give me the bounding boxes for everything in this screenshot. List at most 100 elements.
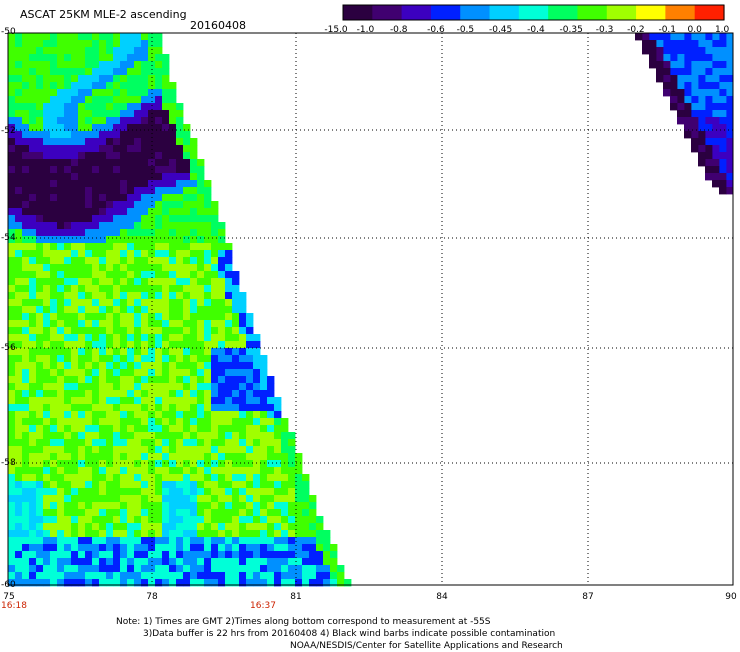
swath-cell bbox=[92, 488, 100, 496]
swath-cell bbox=[71, 460, 79, 468]
swath-cell bbox=[57, 229, 65, 237]
swath-cell bbox=[85, 54, 93, 62]
swath-cell bbox=[169, 117, 177, 125]
swath-cell bbox=[656, 75, 664, 83]
swath-cell bbox=[36, 523, 44, 531]
swath-cell bbox=[302, 572, 310, 580]
swath-cell bbox=[190, 299, 198, 307]
swath-cell bbox=[232, 355, 240, 363]
swath-cell bbox=[218, 474, 226, 482]
swath-cell bbox=[71, 488, 79, 496]
swath-cell bbox=[183, 208, 191, 216]
swath-cell bbox=[211, 285, 219, 293]
swath-cell bbox=[15, 327, 23, 335]
swath-cell bbox=[50, 355, 58, 363]
swath-cell bbox=[176, 467, 184, 475]
swath-cell bbox=[36, 264, 44, 272]
swath-cell bbox=[204, 502, 212, 510]
swath-cell bbox=[71, 117, 79, 125]
swath-cell bbox=[43, 89, 51, 97]
swath-cell bbox=[22, 47, 30, 55]
swath-cell bbox=[169, 537, 177, 545]
swath-cell bbox=[113, 68, 121, 76]
swath-cell bbox=[85, 488, 93, 496]
swath-cell bbox=[204, 425, 212, 433]
swath-cell bbox=[218, 264, 226, 272]
swath-cell bbox=[141, 271, 149, 279]
swath-cell bbox=[239, 481, 247, 489]
swath-cell bbox=[78, 390, 86, 398]
swath-cell bbox=[64, 320, 72, 328]
swath-cell bbox=[15, 348, 23, 356]
swath-cell bbox=[148, 313, 156, 321]
lat-lon-grid bbox=[8, 33, 733, 585]
swath-cell bbox=[698, 138, 706, 146]
swath-cell bbox=[8, 397, 16, 405]
swath-cell bbox=[253, 572, 261, 580]
swath-cell bbox=[183, 495, 191, 503]
swath-cell bbox=[719, 82, 727, 90]
swath-cell bbox=[281, 509, 289, 517]
swath-cell bbox=[36, 390, 44, 398]
swath-cell bbox=[134, 327, 142, 335]
swath-cell bbox=[183, 523, 191, 531]
swath-cell bbox=[698, 152, 706, 160]
swath-cell bbox=[92, 460, 100, 468]
swath-cell bbox=[155, 579, 163, 587]
swath-cell bbox=[120, 327, 128, 335]
swath-cell bbox=[71, 320, 79, 328]
swath-cell bbox=[225, 257, 233, 265]
swath-cell bbox=[267, 460, 275, 468]
swath-cell bbox=[15, 222, 23, 230]
swath-cell bbox=[197, 369, 205, 377]
swath-cell bbox=[120, 131, 128, 139]
swath-cell bbox=[71, 61, 79, 69]
swath-cell bbox=[232, 285, 240, 293]
swath-cell bbox=[225, 376, 233, 384]
swath-cell bbox=[106, 103, 114, 111]
swath-cell bbox=[22, 551, 30, 559]
swath-cell bbox=[176, 138, 184, 146]
swath-cell bbox=[726, 40, 734, 48]
swath-cell bbox=[218, 285, 226, 293]
swath-cell bbox=[64, 460, 72, 468]
swath-cell bbox=[225, 516, 233, 524]
swath-cell bbox=[211, 222, 219, 230]
swath-cell bbox=[155, 544, 163, 552]
swath-cell bbox=[92, 418, 100, 426]
swath-cell bbox=[190, 502, 198, 510]
swath-cell bbox=[719, 54, 727, 62]
swath-cell bbox=[141, 453, 149, 461]
swath-cell bbox=[190, 250, 198, 258]
swath-cell bbox=[246, 481, 254, 489]
swath-cell bbox=[260, 439, 268, 447]
swath-cell bbox=[162, 411, 170, 419]
swath-cell bbox=[78, 306, 86, 314]
swath-cell bbox=[78, 565, 86, 573]
swath-cell bbox=[712, 131, 720, 139]
swath-cell bbox=[120, 306, 128, 314]
swath-cell bbox=[155, 390, 163, 398]
swath-cell bbox=[99, 369, 107, 377]
swath-cell bbox=[197, 313, 205, 321]
swath-cell bbox=[204, 208, 212, 216]
swath-cell bbox=[92, 75, 100, 83]
swath-cell bbox=[169, 453, 177, 461]
swath-cell bbox=[190, 243, 198, 251]
swath-cell bbox=[190, 362, 198, 370]
swath-cell bbox=[190, 551, 198, 559]
swath-cell bbox=[43, 68, 51, 76]
swath-cell bbox=[113, 341, 121, 349]
swath-cell bbox=[127, 334, 135, 342]
swath-cell bbox=[71, 572, 79, 580]
swath-cell bbox=[246, 397, 254, 405]
swath-cell bbox=[162, 96, 170, 104]
swath-cell bbox=[337, 579, 345, 587]
swath-cell bbox=[85, 271, 93, 279]
swath-cell bbox=[260, 362, 268, 370]
colorbar-label: -0.35 bbox=[559, 25, 583, 35]
swath-cell bbox=[106, 439, 114, 447]
swath-cell bbox=[57, 159, 65, 167]
swath-cell bbox=[197, 173, 205, 181]
swath-cell bbox=[43, 313, 51, 321]
